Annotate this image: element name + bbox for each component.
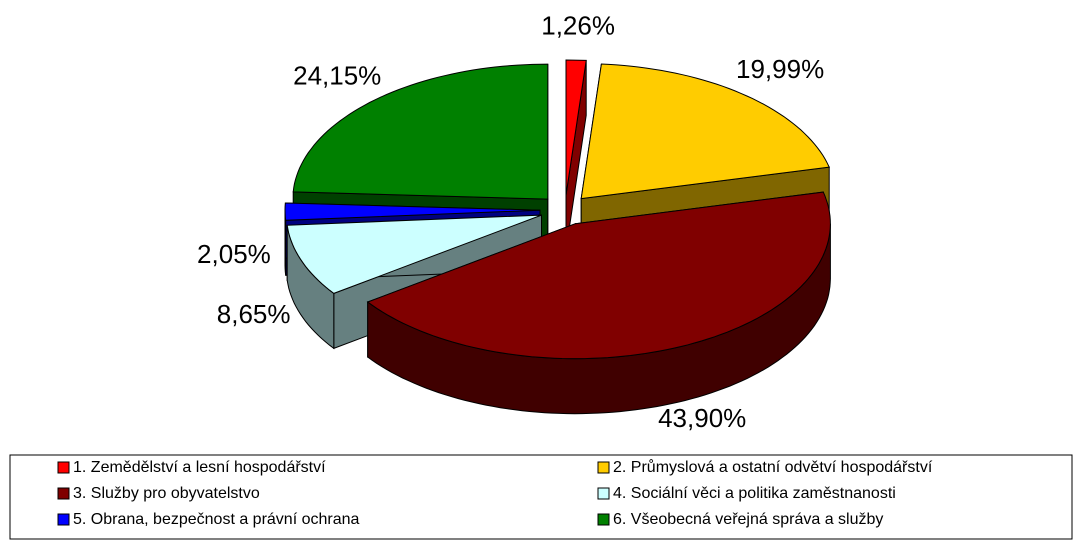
legend-box — [9, 454, 1073, 540]
data-label: 1,26% — [541, 10, 615, 40]
slice-top — [292, 63, 549, 200]
data-label: 19,99% — [736, 54, 824, 84]
data-label: 43,90% — [658, 403, 746, 433]
slice-top — [565, 59, 587, 196]
legend-swatch — [597, 461, 610, 474]
data-label: 24,15% — [293, 60, 381, 90]
legend-swatch — [57, 487, 70, 500]
legend-label: 1. Zemědělství a lesní hospodářství — [73, 459, 326, 476]
legend-swatch — [597, 513, 610, 526]
slice-top — [580, 63, 830, 200]
legend-label: 2. Průmyslová a ostatní odvětví hospodář… — [613, 458, 933, 476]
slice-top — [284, 202, 541, 221]
slice-top — [366, 191, 831, 360]
legend-label: 6. Všeobecná veřejná správa a služby — [613, 511, 883, 528]
legend-label: 4. Sociální věci a politika zaměstnanost… — [613, 485, 896, 502]
slice-top — [286, 214, 542, 294]
legend-label: 3. Služby pro obyvatelstvo — [73, 485, 260, 502]
legend-swatch — [57, 461, 70, 474]
data-label: 2,05% — [197, 239, 271, 269]
legend-label: 5. Obrana, bezpečnost a právní ochrana — [73, 511, 360, 528]
legend-swatch — [57, 513, 70, 526]
pie-slice — [366, 191, 831, 415]
data-label: 8,65% — [217, 299, 291, 329]
legend-swatch — [597, 487, 610, 500]
